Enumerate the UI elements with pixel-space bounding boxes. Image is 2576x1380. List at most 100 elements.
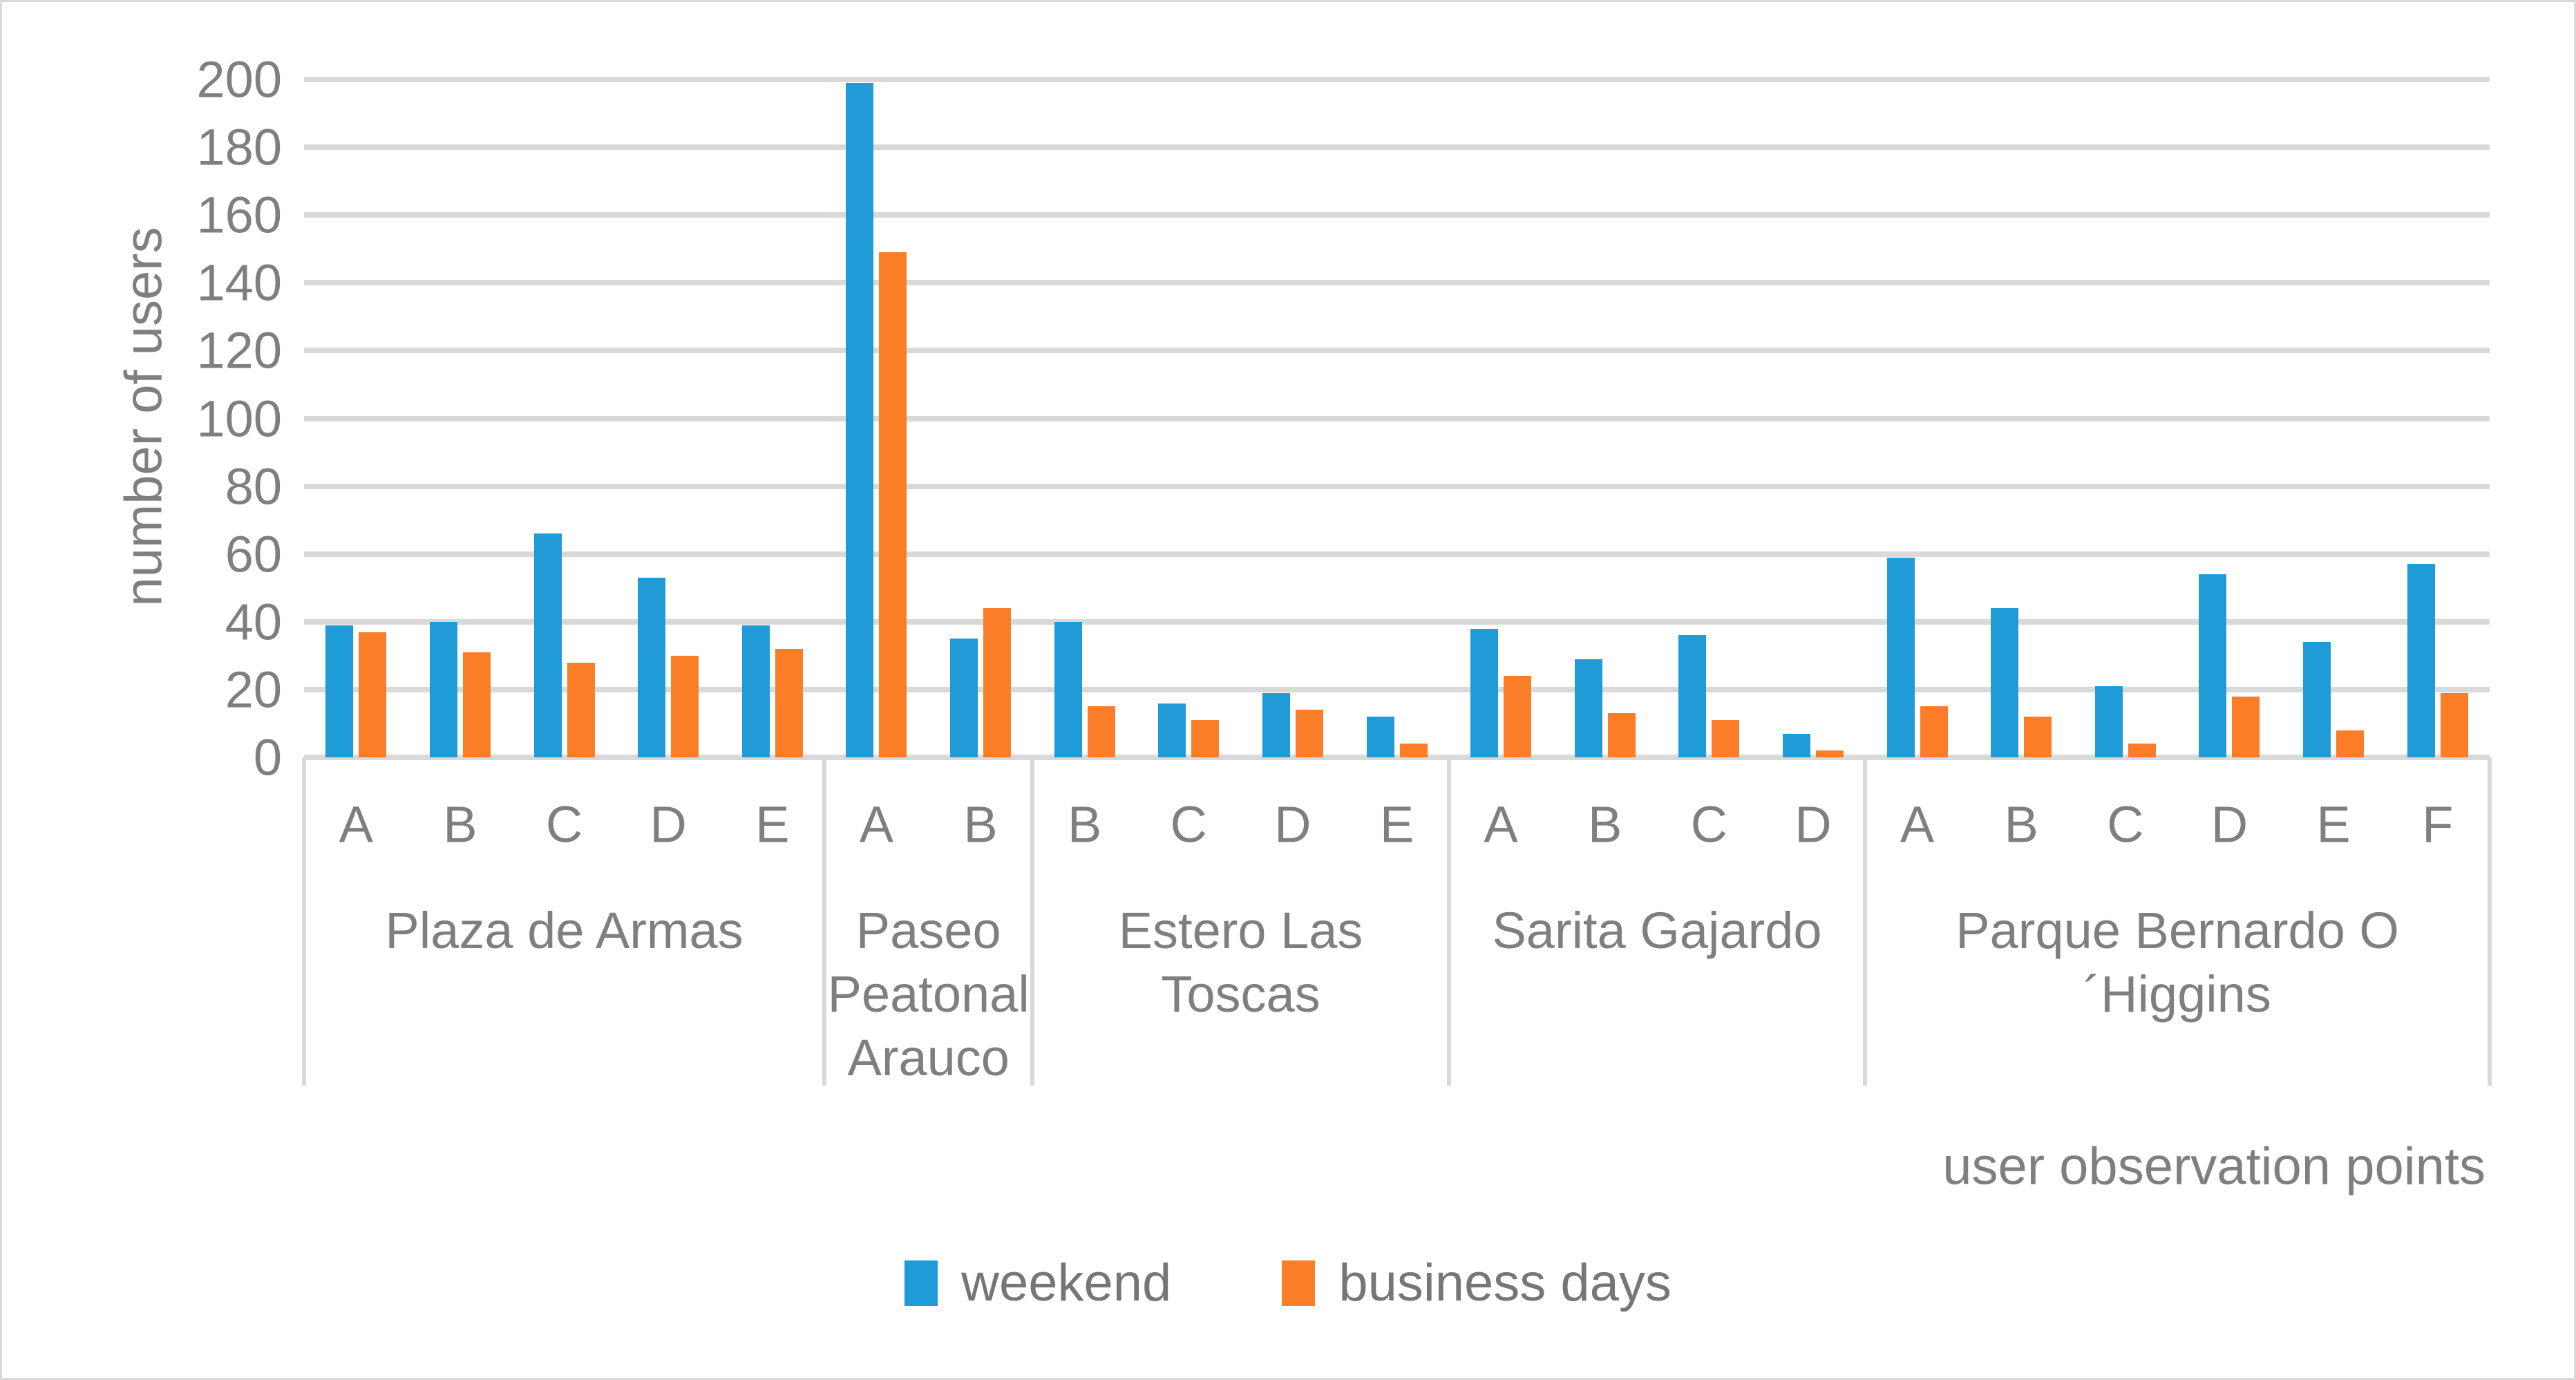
x-tick-label-paseo-peatonal-arauco-a: A bbox=[859, 795, 894, 853]
category-separator-left bbox=[302, 757, 306, 1086]
x-tick-label-sarita-gajardo-a: A bbox=[1484, 795, 1518, 853]
x-tick-label-plaza-de-armas-d: D bbox=[650, 795, 687, 853]
bar-weekend-sarita-gajardo-c bbox=[1678, 635, 1707, 757]
gridline-160 bbox=[304, 212, 2490, 218]
gridline-40 bbox=[304, 618, 2490, 625]
bar-business-days-plaza-de-armas-d bbox=[671, 655, 699, 757]
x-tick-label-sarita-gajardo-b: B bbox=[1588, 795, 1622, 853]
legend-item-weekend: weekend bbox=[905, 1253, 1171, 1313]
bar-business-days-sarita-gajardo-d bbox=[1815, 750, 1844, 757]
bar-weekend-parque-bernardo-o-higgins-a bbox=[1886, 557, 1915, 757]
bar-weekend-sarita-gajardo-a bbox=[1470, 628, 1499, 757]
x-tick-label-parque-bernardo-o-higgins-a: A bbox=[1900, 795, 1935, 853]
x-tick-label-parque-bernardo-o-higgins-d: D bbox=[2210, 795, 2248, 853]
x-tick-label-estero-las-toscas-b: B bbox=[1067, 795, 1102, 853]
bar-business-days-sarita-gajardo-c bbox=[1712, 720, 1740, 757]
y-tick-label-0: 0 bbox=[253, 728, 282, 786]
bar-weekend-plaza-de-armas-d bbox=[638, 578, 666, 757]
bar-weekend-parque-bernardo-o-higgins-b bbox=[1991, 608, 2019, 757]
gridline-80 bbox=[304, 483, 2490, 489]
bar-weekend-parque-bernardo-o-higgins-c bbox=[2094, 686, 2123, 757]
bar-weekend-plaza-de-armas-c bbox=[533, 533, 562, 757]
gridline-180 bbox=[304, 144, 2490, 151]
bar-business-days-paseo-peatonal-arauco-b bbox=[983, 608, 1012, 757]
bar-business-days-sarita-gajardo-a bbox=[1504, 676, 1532, 757]
bar-business-days-plaza-de-armas-a bbox=[359, 632, 387, 757]
y-tick-label-20: 20 bbox=[225, 661, 282, 719]
bar-business-days-parque-bernardo-o-higgins-c bbox=[2128, 744, 2156, 757]
legend: weekend business days bbox=[2, 1253, 2574, 1313]
x-tick-label-parque-bernardo-o-higgins-f: F bbox=[2422, 795, 2454, 853]
y-tick-label-40: 40 bbox=[225, 593, 282, 651]
legend-item-business-days: business days bbox=[1282, 1253, 1671, 1313]
category-separator-after-plaza-de-armas bbox=[822, 757, 827, 1086]
y-tick-label-200: 200 bbox=[196, 50, 282, 108]
x-tick-label-paseo-peatonal-arauco-b: B bbox=[963, 795, 998, 853]
category-separator-after-parque-bernardo-o-higgins bbox=[2488, 757, 2492, 1086]
x-axis-title: user observation points bbox=[1942, 1137, 2485, 1196]
bar-business-days-plaza-de-armas-b bbox=[462, 652, 491, 757]
gridline-0 bbox=[304, 755, 2490, 760]
category-separator-after-sarita-gajardo bbox=[1863, 757, 1868, 1086]
bar-weekend-parque-bernardo-o-higgins-e bbox=[2303, 642, 2331, 757]
y-axis-title: number of users bbox=[114, 227, 173, 607]
legend-label-business-days: business days bbox=[1338, 1254, 1671, 1312]
bar-business-days-parque-bernardo-o-higgins-a bbox=[1920, 706, 1948, 757]
x-tick-label-parque-bernardo-o-higgins-c: C bbox=[2107, 795, 2144, 853]
category-separator-after-paseo-peatonal-arauco bbox=[1030, 757, 1035, 1086]
gridline-20 bbox=[304, 686, 2490, 692]
bar-business-days-estero-las-toscas-e bbox=[1399, 744, 1428, 757]
group-label-sarita-gajardo: Sarita Gajardo bbox=[1492, 902, 1822, 959]
y-tick-label-100: 100 bbox=[196, 390, 282, 447]
bar-business-days-parque-bernardo-o-higgins-d bbox=[2232, 696, 2260, 757]
y-tick-label-120: 120 bbox=[196, 321, 282, 379]
bar-weekend-sarita-gajardo-d bbox=[1782, 733, 1810, 757]
gridline-60 bbox=[304, 551, 2490, 557]
gridline-100 bbox=[304, 415, 2490, 422]
bar-weekend-parque-bernardo-o-higgins-f bbox=[2407, 564, 2435, 757]
y-tick-label-140: 140 bbox=[196, 254, 282, 312]
bar-business-days-plaza-de-armas-c bbox=[567, 662, 595, 757]
bar-business-days-plaza-de-armas-e bbox=[775, 649, 803, 757]
x-tick-label-estero-las-toscas-d: D bbox=[1274, 795, 1311, 853]
bar-weekend-sarita-gajardo-b bbox=[1574, 659, 1602, 757]
bar-business-days-parque-bernardo-o-higgins-f bbox=[2440, 692, 2468, 757]
bar-weekend-estero-las-toscas-c bbox=[1158, 703, 1186, 757]
x-tick-label-plaza-de-armas-e: E bbox=[755, 795, 790, 853]
group-label-paseo-peatonal-arauco: Paseo Peatonal Arauco bbox=[827, 902, 1030, 1086]
bar-weekend-estero-las-toscas-b bbox=[1054, 621, 1082, 757]
gridline-140 bbox=[304, 280, 2490, 286]
bar-business-days-estero-las-toscas-d bbox=[1295, 710, 1323, 757]
y-tick-label-60: 60 bbox=[225, 525, 282, 583]
bar-business-days-parque-bernardo-o-higgins-b bbox=[2024, 717, 2052, 757]
bar-business-days-estero-las-toscas-b bbox=[1087, 706, 1115, 757]
group-label-estero-las-toscas: Estero Las Toscas bbox=[1118, 902, 1363, 1023]
x-tick-label-sarita-gajardo-c: C bbox=[1690, 795, 1728, 853]
bar-business-days-paseo-peatonal-arauco-a bbox=[879, 252, 907, 757]
y-tick-label-160: 160 bbox=[196, 186, 282, 244]
bar-weekend-plaza-de-armas-b bbox=[429, 621, 457, 757]
x-tick-label-estero-las-toscas-c: C bbox=[1170, 795, 1207, 853]
bar-weekend-paseo-peatonal-arauco-b bbox=[950, 639, 978, 757]
bar-weekend-estero-las-toscas-d bbox=[1262, 692, 1290, 757]
gridline-120 bbox=[304, 348, 2490, 354]
bar-weekend-estero-las-toscas-e bbox=[1366, 717, 1394, 757]
gridline-200 bbox=[304, 77, 2490, 82]
legend-label-weekend: weekend bbox=[961, 1254, 1172, 1312]
category-separator-after-estero-las-toscas bbox=[1446, 757, 1451, 1086]
group-label-plaza-de-armas: Plaza de Armas bbox=[385, 902, 744, 959]
x-tick-label-plaza-de-armas-b: B bbox=[443, 795, 477, 853]
x-tick-label-estero-las-toscas-e: E bbox=[1379, 795, 1414, 853]
weekend-swatch-icon bbox=[905, 1260, 938, 1306]
y-tick-label-80: 80 bbox=[225, 457, 282, 516]
x-tick-label-plaza-de-armas-c: C bbox=[545, 795, 583, 853]
bar-weekend-plaza-de-armas-e bbox=[741, 625, 770, 757]
business-days-swatch-icon bbox=[1282, 1260, 1316, 1306]
x-tick-label-parque-bernardo-o-higgins-e: E bbox=[2316, 795, 2351, 853]
y-tick-label-180: 180 bbox=[196, 118, 282, 176]
bar-weekend-plaza-de-armas-a bbox=[325, 625, 354, 757]
bar-business-days-parque-bernardo-o-higgins-e bbox=[2336, 730, 2365, 757]
bar-weekend-paseo-peatonal-arauco-a bbox=[846, 82, 874, 757]
group-label-parque-bernardo-o-higgins: Parque Bernardo O´Higgins bbox=[1955, 902, 2399, 1023]
